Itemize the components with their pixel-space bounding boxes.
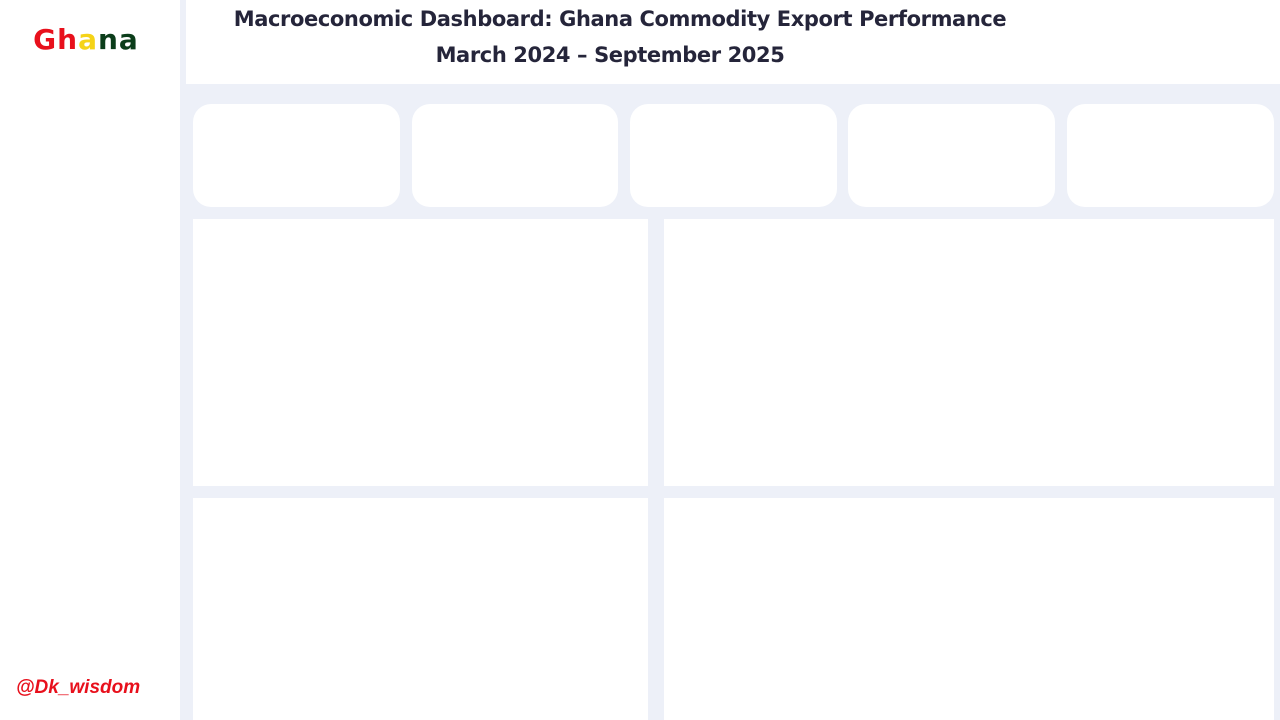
kpi-card: [630, 104, 837, 207]
kpi-card: [412, 104, 618, 207]
dashboard-canvas: [186, 84, 1280, 720]
author-handle: @Dk_wisdom: [16, 677, 141, 698]
kpi-card: [848, 104, 1055, 207]
brand-letter: a: [78, 23, 98, 56]
date-range-subtitle: March 2024 – September 2025: [435, 43, 785, 67]
kpi-card: [1067, 104, 1274, 207]
brand-letter: h: [57, 23, 79, 56]
brand-letter: n: [97, 23, 119, 56]
brand-letter: a: [118, 23, 139, 56]
dashboard-header: Macroeconomic Dashboard: Ghana Commodity…: [186, 0, 1280, 84]
kpi-card: [193, 104, 400, 207]
sidebar-divider: [180, 0, 186, 720]
chart-panel: [193, 498, 648, 720]
page-title: Macroeconomic Dashboard: Ghana Commodity…: [233, 7, 1007, 31]
sidebar: Ghana @Dk_wisdom: [0, 0, 180, 720]
chart-panel: [664, 498, 1274, 720]
chart-panel: [664, 219, 1274, 486]
brand-letter: G: [33, 23, 58, 56]
brand-logo: Ghana: [0, 22, 172, 58]
chart-panel: [193, 219, 648, 486]
